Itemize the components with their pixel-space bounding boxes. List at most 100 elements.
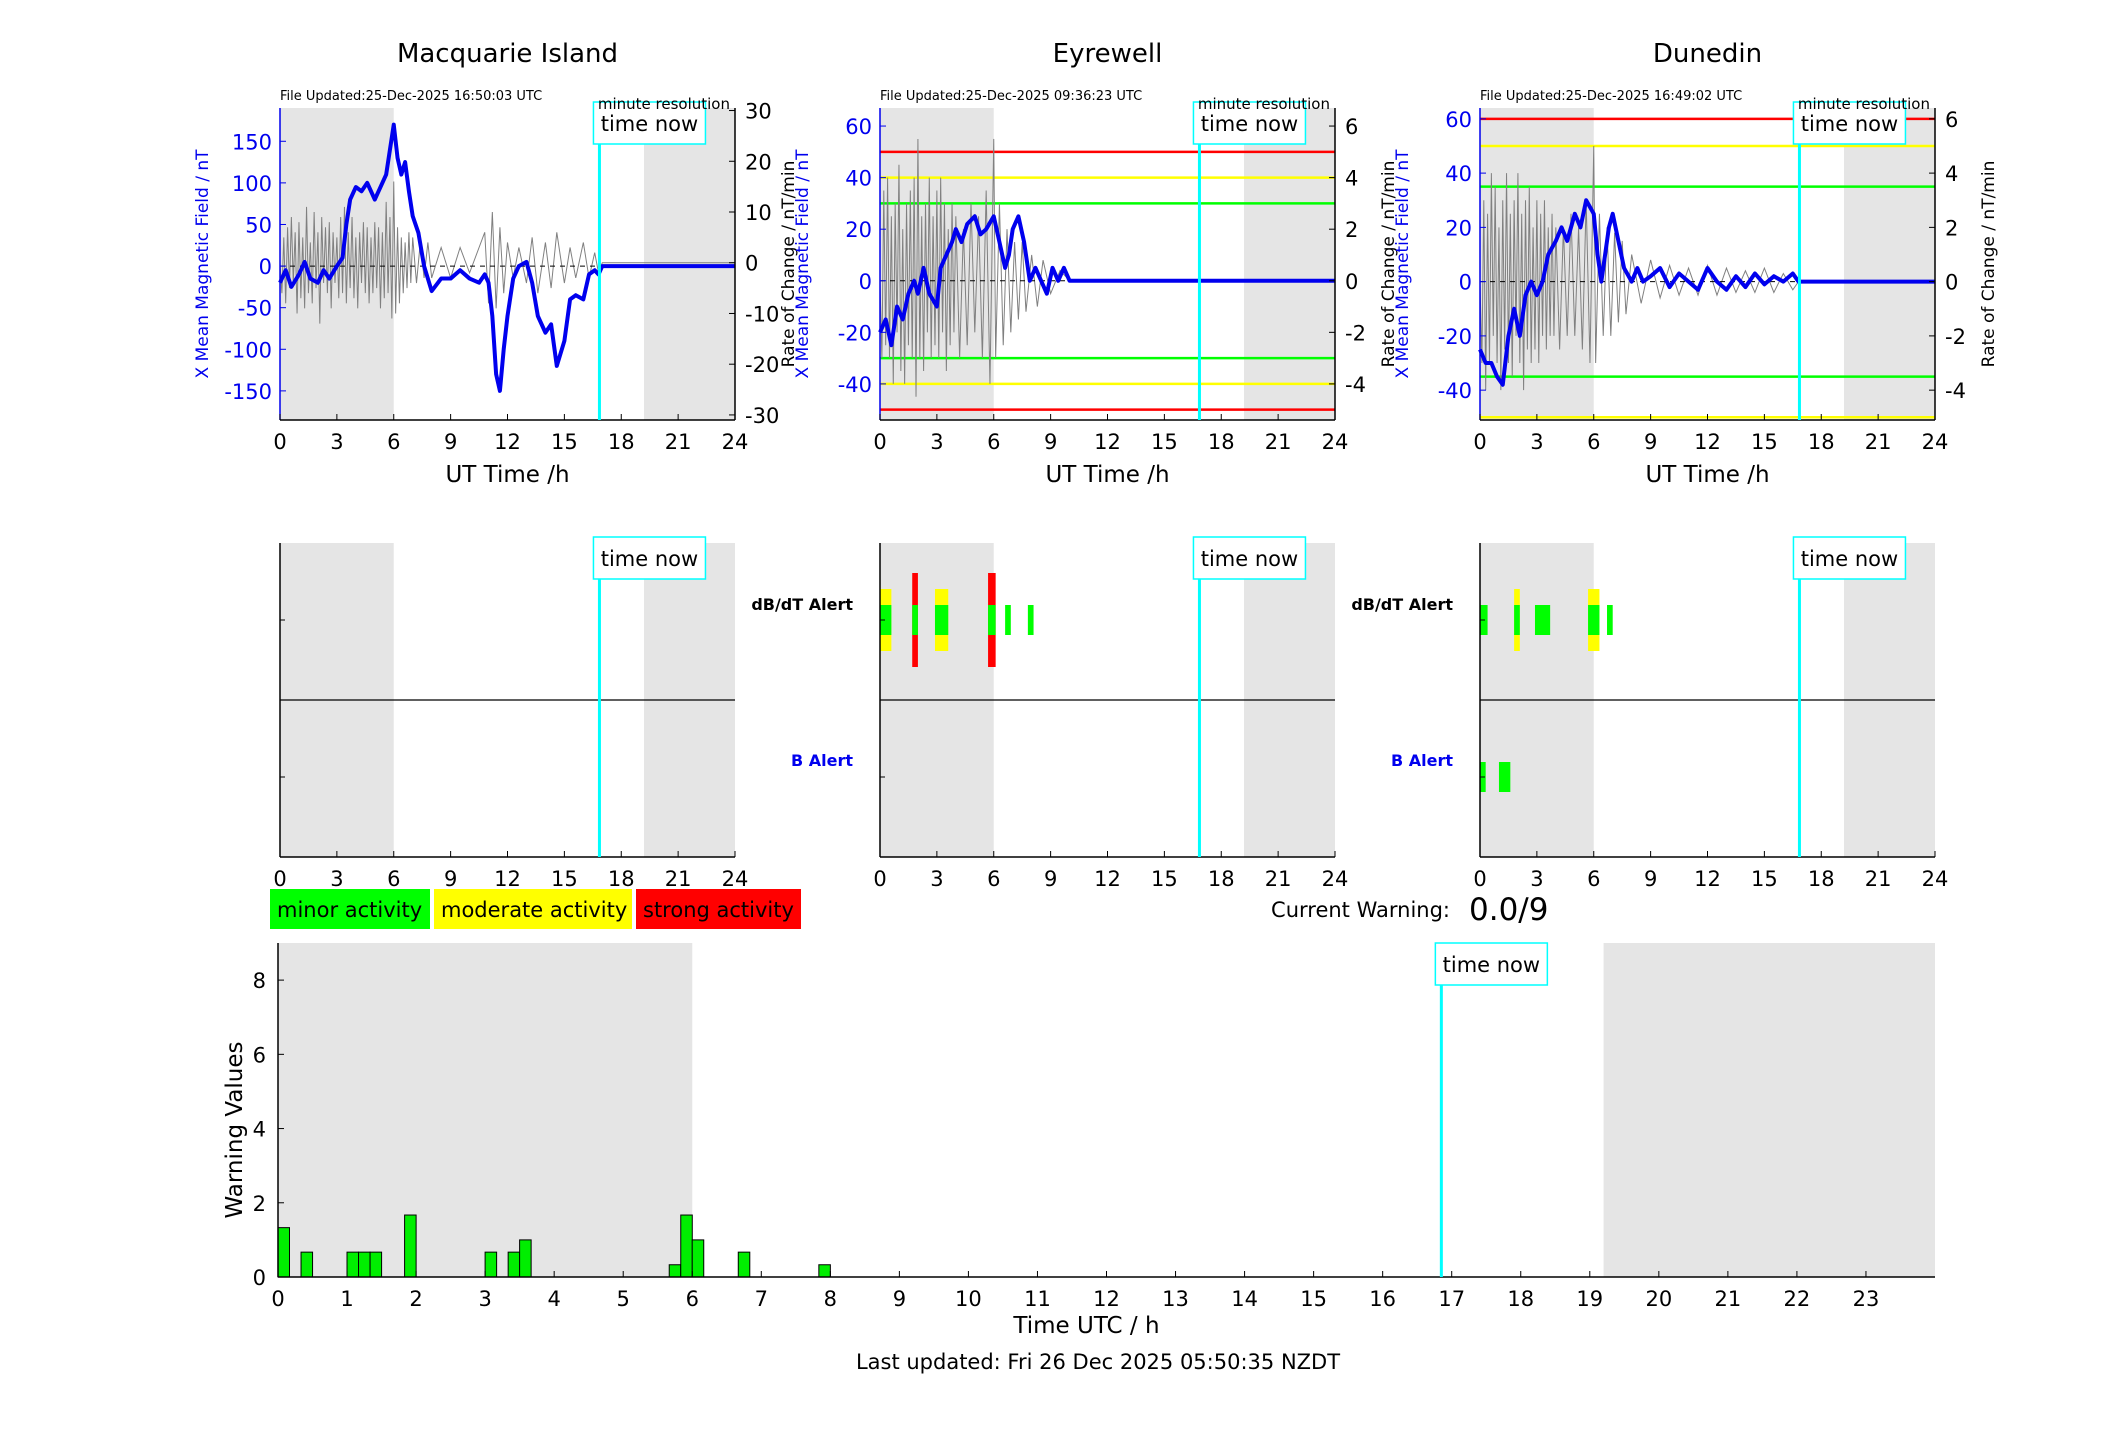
left-tick-label: 20: [1445, 216, 1472, 240]
right-tick-label: 0: [1945, 271, 1958, 295]
left-tick-label: 50: [245, 213, 272, 237]
warning-bar: [680, 1214, 693, 1278]
x-tick-label: 24: [1922, 430, 1949, 454]
b-alert-mark: [1498, 762, 1511, 792]
right-tick-label: 4: [1945, 162, 1958, 186]
x-tick-label: 4: [547, 1287, 560, 1311]
file-updated-text: File Updated:25-Dec-2025 16:49:02 UTC: [1480, 89, 1742, 104]
left-tick-label: -40: [838, 373, 872, 397]
time-now-box: [1192, 101, 1307, 145]
left-tick-label: -50: [238, 297, 272, 321]
station-title: Dunedin: [1653, 39, 1762, 69]
x-tick-label: 12: [1093, 1287, 1120, 1311]
night-shade-region: [880, 108, 994, 420]
left-tick-label: -100: [224, 338, 272, 362]
dbdt-alert-core: [934, 605, 949, 635]
time-now-label: time now: [1801, 547, 1898, 571]
right-tick-label: 0: [745, 252, 758, 276]
dbdt-alert-mark: [1607, 605, 1613, 635]
time-now-label: time now: [601, 112, 698, 136]
x-tick-label: 3: [1530, 430, 1543, 454]
x-tick-label: 9: [444, 430, 457, 454]
left-axis-title: X Mean Magnetic Field / nT: [193, 149, 213, 379]
time-now-box: [592, 101, 707, 145]
x-tick-label: 23: [1853, 1287, 1880, 1311]
left-tick-label: 0: [1459, 271, 1472, 295]
warning-bar: [507, 1251, 521, 1278]
x-mean-field-series: [1478, 198, 1935, 387]
right-tick-label: 30: [745, 100, 772, 124]
warning-bar: [519, 1239, 532, 1278]
dbdt-alert-core: [1514, 605, 1520, 635]
right-tick-label: -4: [1345, 373, 1366, 397]
x-tick-label: 15: [1751, 867, 1778, 891]
dbdt-alert-mark: [1005, 605, 1011, 635]
time-now-box: [1792, 101, 1907, 145]
dbdt-alert-label: dB/dT Alert: [1351, 595, 1453, 614]
legend-label-minor: minor activity: [277, 898, 422, 922]
x-tick-label: 24: [1322, 430, 1349, 454]
x-tick-label: 12: [1694, 867, 1721, 891]
night-shade-region: [1244, 108, 1335, 420]
warning-bar: [818, 1264, 831, 1278]
night-shade-region: [278, 943, 693, 1277]
alert-panel: time now 0 3 6 9 12 15 18 21 24 dB/dT Alert B Alert: [873, 536, 1453, 891]
x-tick-label: 21: [1865, 867, 1892, 891]
time-now-label: time now: [1801, 112, 1898, 136]
y-tick-label: 2: [253, 1192, 266, 1216]
x-tick-label: 3: [930, 430, 943, 454]
x-tick-label: 21: [1715, 1287, 1742, 1311]
resolution-label: minute resolution: [1198, 95, 1330, 113]
station-title: Eyrewell: [1053, 39, 1163, 69]
night-shade-region: [644, 108, 735, 420]
right-tick-label: -2: [1345, 321, 1366, 345]
warning-bar: [277, 1227, 290, 1278]
left-axis-title: X Mean Magnetic Field / nT: [1393, 149, 1413, 379]
x-tick-label: 1: [340, 1287, 353, 1311]
resolution-label: minute resolution: [598, 95, 730, 113]
left-tick-label: -20: [1438, 325, 1472, 349]
x-tick-label: 15: [1300, 1287, 1327, 1311]
warning-bar: [737, 1251, 751, 1278]
dbdt-alert-label: dB/dT Alert: [751, 595, 853, 614]
x-tick-label: 21: [665, 867, 692, 891]
x-mean-field-series: [278, 122, 735, 393]
x-tick-label: 3: [330, 867, 343, 891]
right-tick-label: 0: [1345, 270, 1358, 294]
right-axis-title: Rate of Change / nT/min: [779, 161, 799, 368]
x-tick-label: 3: [930, 867, 943, 891]
station-title: Macquarie Island: [397, 39, 618, 69]
x-tick-label: 12: [1094, 430, 1121, 454]
right-tick-label: -2: [1945, 325, 1966, 349]
x-tick-label: 15: [551, 867, 578, 891]
right-tick-label: 10: [745, 201, 772, 225]
left-tick-label: -150: [224, 380, 272, 404]
x-tick-label: 18: [1208, 867, 1235, 891]
current-warning-value: 0.0/9: [1469, 892, 1548, 928]
x-tick-label: 21: [1265, 430, 1292, 454]
x-tick-label: 3: [330, 430, 343, 454]
right-tick-label: -30: [745, 404, 779, 428]
time-now-label: time now: [1201, 112, 1298, 136]
x-tick-label: 18: [1208, 430, 1235, 454]
x-tick-label: 6: [987, 430, 1000, 454]
x-tick-label: 6: [686, 1287, 699, 1311]
x-tick-label: 6: [1587, 867, 1600, 891]
x-tick-label: 18: [1507, 1287, 1534, 1311]
x-tick-label: 18: [1808, 430, 1835, 454]
x-tick-label: 24: [722, 867, 749, 891]
x-tick-label: 24: [1922, 867, 1949, 891]
warning-bar: [358, 1251, 371, 1278]
x-tick-label: 20: [1645, 1287, 1672, 1311]
warning-bar: [346, 1251, 360, 1278]
right-tick-label: -10: [745, 302, 779, 326]
x-tick-label: 17: [1438, 1287, 1465, 1311]
right-tick-label: -4: [1945, 379, 1966, 403]
alert-panel: time now 0 3 6 9 12 15 18 21 24 dB/dT Alert B Alert: [273, 536, 853, 891]
right-tick-label: 6: [1345, 115, 1358, 139]
y-tick-label: 4: [253, 1118, 266, 1142]
